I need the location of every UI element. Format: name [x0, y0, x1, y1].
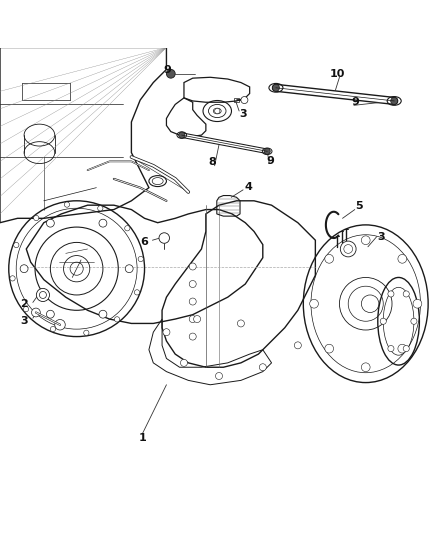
- Text: 1: 1: [138, 433, 146, 443]
- Circle shape: [125, 265, 133, 273]
- Circle shape: [99, 310, 107, 318]
- Circle shape: [403, 345, 409, 352]
- Text: 3: 3: [240, 109, 247, 119]
- Circle shape: [411, 318, 417, 324]
- Circle shape: [388, 291, 394, 297]
- Text: 9: 9: [267, 156, 275, 166]
- Circle shape: [50, 326, 56, 332]
- Text: 3: 3: [377, 232, 385, 242]
- Circle shape: [194, 316, 201, 322]
- Circle shape: [189, 298, 196, 305]
- Circle shape: [180, 359, 187, 366]
- Circle shape: [391, 98, 398, 104]
- Circle shape: [34, 215, 39, 221]
- Circle shape: [46, 219, 54, 227]
- Circle shape: [189, 263, 196, 270]
- Circle shape: [114, 317, 120, 322]
- Circle shape: [361, 236, 370, 245]
- Circle shape: [99, 219, 107, 227]
- Circle shape: [189, 316, 196, 322]
- Text: 10: 10: [329, 69, 345, 79]
- Circle shape: [294, 342, 301, 349]
- Circle shape: [189, 280, 196, 287]
- Text: 6: 6: [141, 237, 148, 247]
- Circle shape: [23, 306, 28, 312]
- Text: 9: 9: [352, 97, 360, 107]
- Circle shape: [98, 206, 103, 211]
- Circle shape: [163, 329, 170, 336]
- Circle shape: [134, 290, 140, 295]
- Text: 5: 5: [355, 201, 363, 211]
- Circle shape: [166, 69, 175, 78]
- Circle shape: [259, 364, 266, 371]
- Text: 4: 4: [245, 182, 253, 192]
- Circle shape: [20, 265, 28, 273]
- Circle shape: [398, 254, 406, 263]
- Circle shape: [325, 344, 334, 353]
- Circle shape: [10, 276, 15, 281]
- Circle shape: [84, 330, 89, 335]
- Circle shape: [189, 333, 196, 340]
- Circle shape: [380, 318, 386, 324]
- Circle shape: [325, 254, 334, 263]
- Circle shape: [64, 202, 70, 207]
- Circle shape: [340, 241, 356, 257]
- Circle shape: [264, 148, 270, 155]
- Circle shape: [413, 300, 422, 308]
- Text: 3: 3: [20, 316, 28, 326]
- Circle shape: [215, 373, 223, 379]
- Circle shape: [125, 225, 130, 231]
- Circle shape: [46, 310, 54, 318]
- Text: 9: 9: [163, 65, 171, 75]
- Circle shape: [398, 344, 406, 353]
- Text: 2: 2: [20, 298, 28, 309]
- Circle shape: [361, 363, 370, 372]
- Circle shape: [272, 84, 279, 91]
- Circle shape: [310, 300, 318, 308]
- Circle shape: [138, 256, 143, 262]
- Circle shape: [159, 233, 170, 243]
- Circle shape: [388, 345, 394, 352]
- Circle shape: [403, 291, 409, 297]
- Circle shape: [241, 96, 248, 103]
- Circle shape: [179, 132, 185, 138]
- Circle shape: [36, 288, 49, 302]
- Text: 8: 8: [208, 157, 216, 167]
- Circle shape: [55, 319, 65, 330]
- Circle shape: [215, 108, 220, 114]
- Circle shape: [32, 308, 40, 317]
- Circle shape: [237, 320, 244, 327]
- Circle shape: [14, 243, 19, 248]
